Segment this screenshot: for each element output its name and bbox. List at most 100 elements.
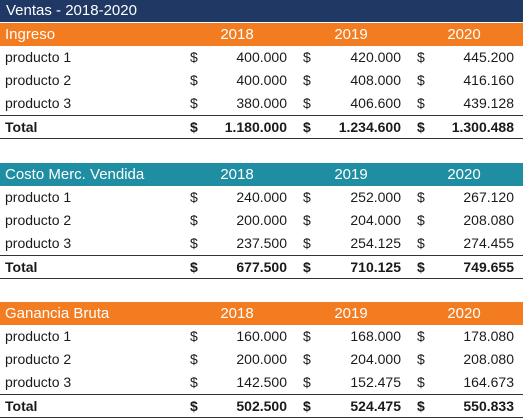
currency-symbol: $ <box>190 235 198 251</box>
value-cell: 406.600 <box>350 95 401 111</box>
year-header: 2018 <box>220 305 254 322</box>
section-ganancia: Ganancia Bruta 2018 2019 2020 producto 1… <box>0 302 523 418</box>
table-row: producto 3 $ 380.000 $ 406.600 $ 439.128 <box>0 92 523 115</box>
currency-symbol: $ <box>303 235 311 251</box>
value-cell: 178.080 <box>463 328 514 344</box>
year-header: 2019 <box>334 26 368 43</box>
currency-symbol: $ <box>417 398 425 414</box>
table-row: producto 2 $ 200.000 $ 204.000 $ 208.080 <box>0 348 523 371</box>
currency-symbol: $ <box>417 95 425 111</box>
total-value: 1.234.600 <box>338 119 401 135</box>
value-cell: 267.120 <box>463 189 514 205</box>
currency-symbol: $ <box>190 72 198 88</box>
value-cell: 445.200 <box>463 49 514 65</box>
value-cell: 208.080 <box>463 212 514 228</box>
total-label: Total <box>5 398 38 414</box>
currency-symbol: $ <box>303 351 311 367</box>
total-value: 550.833 <box>463 398 514 414</box>
currency-symbol: $ <box>417 212 425 228</box>
total-row: Total $ 1.180.000 $ 1.234.600 $ 1.300.48… <box>0 115 523 139</box>
table-row: producto 3 $ 237.500 $ 254.125 $ 274.455 <box>0 232 523 255</box>
total-row: Total $ 502.500 $ 524.475 $ 550.833 <box>0 394 523 418</box>
year-header: 2019 <box>334 166 368 183</box>
year-header: 2020 <box>447 305 481 322</box>
currency-symbol: $ <box>303 212 311 228</box>
row-label: producto 2 <box>5 351 72 367</box>
currency-symbol: $ <box>303 374 311 390</box>
currency-symbol: $ <box>417 49 425 65</box>
currency-symbol: $ <box>417 119 425 135</box>
table-row: producto 2 $ 400.000 $ 408.000 $ 416.160 <box>0 69 523 92</box>
value-cell: 408.000 <box>350 72 401 88</box>
section-ingreso: Ingreso 2018 2019 2020 producto 1 $ 400.… <box>0 23 523 139</box>
value-cell: 142.500 <box>236 374 287 390</box>
value-cell: 164.673 <box>463 374 514 390</box>
currency-symbol: $ <box>417 328 425 344</box>
section-title: Ganancia Bruta <box>5 305 110 322</box>
table-row: producto 2 $ 200.000 $ 204.000 $ 208.080 <box>0 209 523 232</box>
value-cell: 204.000 <box>350 351 401 367</box>
year-header: 2020 <box>447 26 481 43</box>
total-value: 677.500 <box>236 259 287 275</box>
currency-symbol: $ <box>190 259 198 275</box>
value-cell: 160.000 <box>236 328 287 344</box>
row-label: producto 3 <box>5 95 72 111</box>
currency-symbol: $ <box>303 259 311 275</box>
section-costo: Costo Merc. Vendida 2018 2019 2020 produ… <box>0 163 523 279</box>
total-value: 1.180.000 <box>224 119 287 135</box>
total-value: 749.655 <box>463 259 514 275</box>
row-label: producto 2 <box>5 72 72 88</box>
currency-symbol: $ <box>190 212 198 228</box>
section-header: Ingreso 2018 2019 2020 <box>0 23 523 46</box>
currency-symbol: $ <box>303 398 311 414</box>
value-cell: 400.000 <box>236 72 287 88</box>
total-value: 1.300.488 <box>451 119 514 135</box>
value-cell: 420.000 <box>350 49 401 65</box>
currency-symbol: $ <box>190 119 198 135</box>
currency-symbol: $ <box>190 189 198 205</box>
currency-symbol: $ <box>190 328 198 344</box>
section-title: Costo Merc. Vendida <box>5 166 145 183</box>
value-cell: 274.455 <box>463 235 514 251</box>
year-header: 2018 <box>220 26 254 43</box>
row-label: producto 3 <box>5 374 72 390</box>
value-cell: 254.125 <box>350 235 401 251</box>
currency-symbol: $ <box>417 235 425 251</box>
sheet-title: Ventas - 2018-2020 <box>0 0 523 22</box>
value-cell: 380.000 <box>236 95 287 111</box>
value-cell: 439.128 <box>463 95 514 111</box>
value-cell: 416.160 <box>463 72 514 88</box>
row-label: producto 1 <box>5 328 72 344</box>
value-cell: 200.000 <box>236 351 287 367</box>
value-cell: 204.000 <box>350 212 401 228</box>
total-value: 502.500 <box>236 398 287 414</box>
currency-symbol: $ <box>417 374 425 390</box>
currency-symbol: $ <box>190 398 198 414</box>
currency-symbol: $ <box>303 49 311 65</box>
section-header: Ganancia Bruta 2018 2019 2020 <box>0 302 523 325</box>
currency-symbol: $ <box>303 119 311 135</box>
currency-symbol: $ <box>303 72 311 88</box>
total-value: 524.475 <box>350 398 401 414</box>
value-cell: 152.475 <box>350 374 401 390</box>
table-row: producto 1 $ 240.000 $ 252.000 $ 267.120 <box>0 186 523 209</box>
currency-symbol: $ <box>190 351 198 367</box>
row-label: producto 1 <box>5 189 72 205</box>
row-label: producto 2 <box>5 212 72 228</box>
total-label: Total <box>5 259 38 275</box>
value-cell: 200.000 <box>236 212 287 228</box>
value-cell: 237.500 <box>236 235 287 251</box>
value-cell: 400.000 <box>236 49 287 65</box>
year-header: 2018 <box>220 166 254 183</box>
currency-symbol: $ <box>190 49 198 65</box>
currency-symbol: $ <box>417 72 425 88</box>
currency-symbol: $ <box>417 259 425 275</box>
year-header: 2019 <box>334 305 368 322</box>
year-header: 2020 <box>447 166 481 183</box>
currency-symbol: $ <box>303 95 311 111</box>
total-label: Total <box>5 119 38 135</box>
total-row: Total $ 677.500 $ 710.125 $ 749.655 <box>0 255 523 279</box>
currency-symbol: $ <box>417 189 425 205</box>
total-value: 710.125 <box>350 259 401 275</box>
